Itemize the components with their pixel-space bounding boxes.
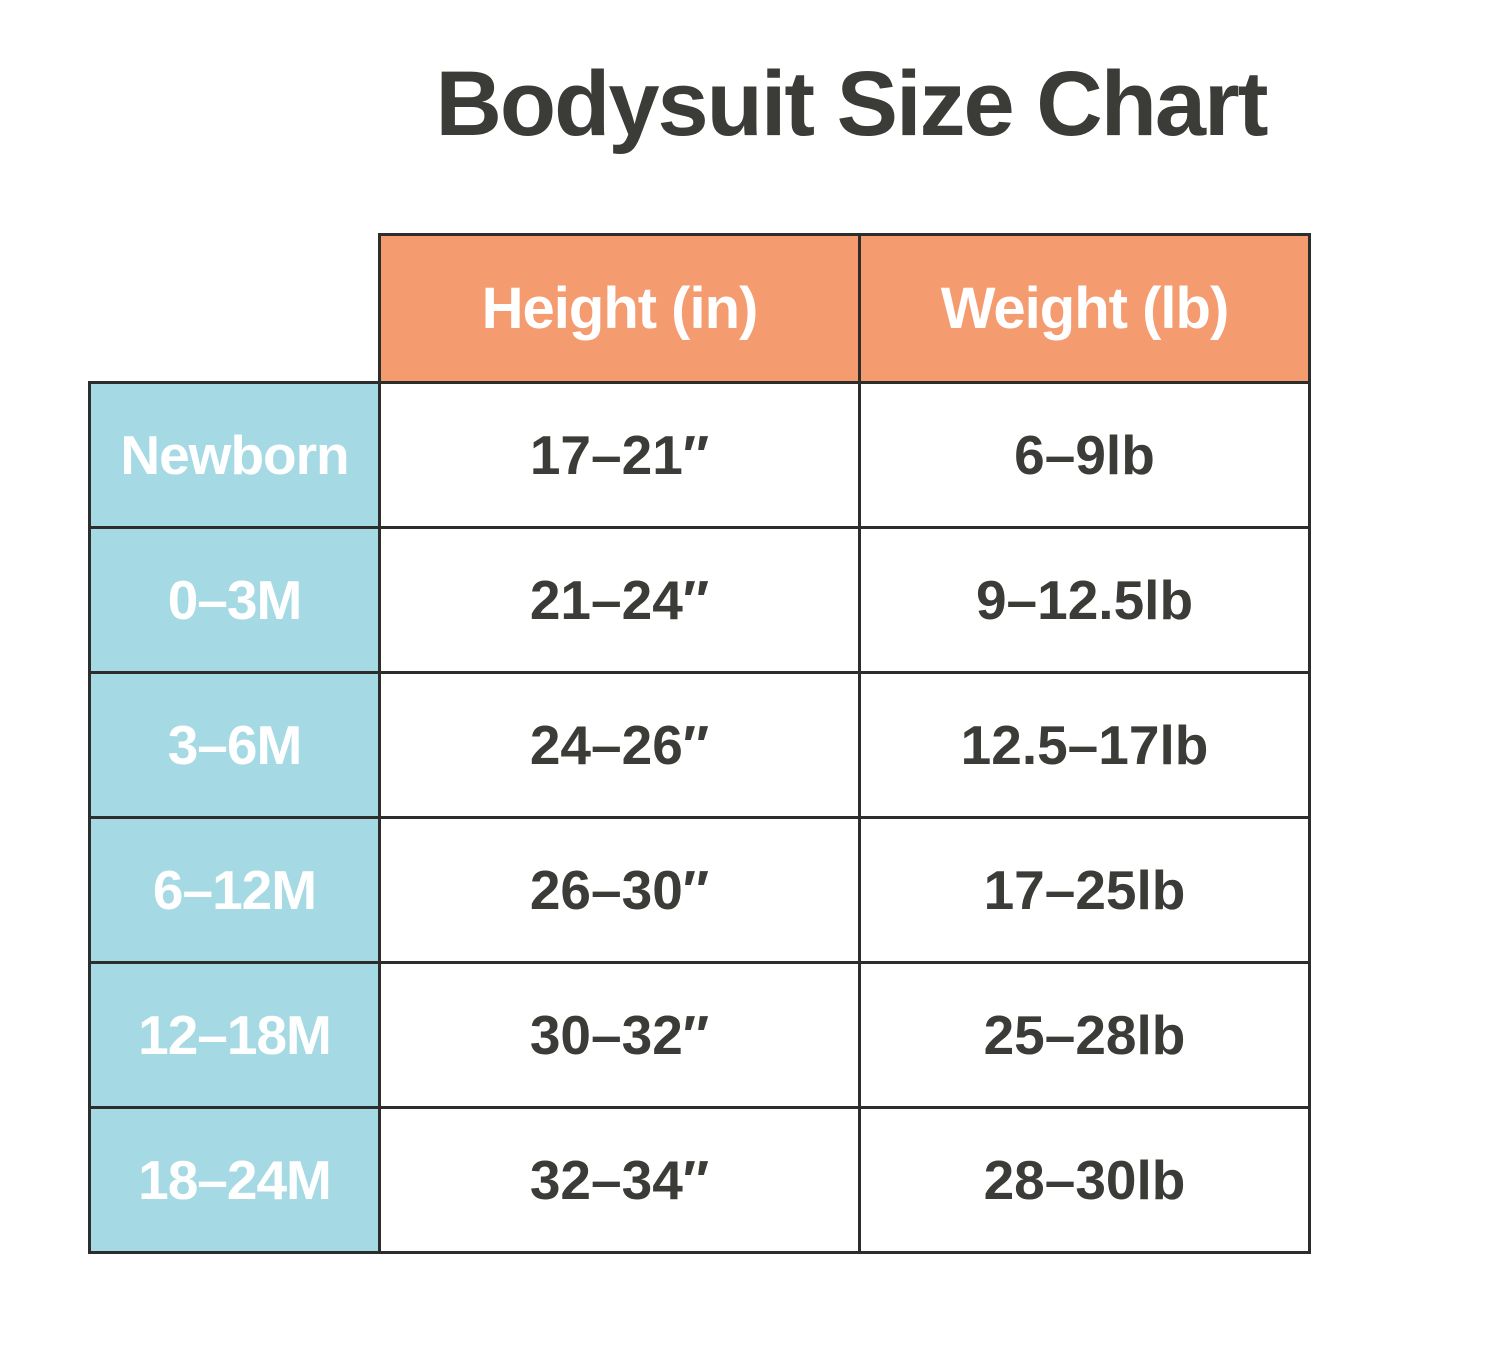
height-value: 24–26″: [378, 671, 861, 819]
height-value: 17–21″: [378, 381, 861, 529]
table-row-newborn: Newborn 17–21″ 6–9lb: [88, 381, 1311, 529]
height-value: 32–34″: [378, 1106, 861, 1254]
height-value: 21–24″: [378, 526, 861, 674]
size-label: 0–3M: [88, 526, 381, 674]
header-row: Height (in) Weight (lb): [90, 233, 1311, 384]
weight-value: 17–25lb: [858, 816, 1311, 964]
table-row-12-18m: 12–18M 30–32″ 25–28lb: [88, 961, 1311, 1109]
weight-value: 25–28lb: [858, 961, 1311, 1109]
table-row-0-3m: 0–3M 21–24″ 9–12.5lb: [88, 526, 1311, 674]
size-label: 6–12M: [88, 816, 381, 964]
table-row-18-24m: 18–24M 32–34″ 28–30lb: [88, 1106, 1311, 1254]
height-value: 30–32″: [378, 961, 861, 1109]
weight-value: 28–30lb: [858, 1106, 1311, 1254]
column-header-weight: Weight (lb): [858, 233, 1311, 384]
weight-value: 6–9lb: [858, 381, 1311, 529]
weight-value: 12.5–17lb: [858, 671, 1311, 819]
size-chart-table: Height (in) Weight (lb) Newborn 17–21″ 6…: [88, 233, 1311, 1254]
corner-spacer: [90, 235, 380, 383]
table-row-3-6m: 3–6M 24–26″ 12.5–17lb: [88, 671, 1311, 819]
size-label: 3–6M: [88, 671, 381, 819]
size-label: 12–18M: [88, 961, 381, 1109]
height-value: 26–30″: [378, 816, 861, 964]
size-label: 18–24M: [88, 1106, 381, 1254]
page-title: Bodysuit Size Chart: [435, 53, 1268, 155]
size-label: Newborn: [88, 381, 381, 529]
table-row-6-12m: 6–12M 26–30″ 17–25lb: [88, 816, 1311, 964]
weight-value: 9–12.5lb: [858, 526, 1311, 674]
column-header-height: Height (in): [378, 233, 861, 384]
